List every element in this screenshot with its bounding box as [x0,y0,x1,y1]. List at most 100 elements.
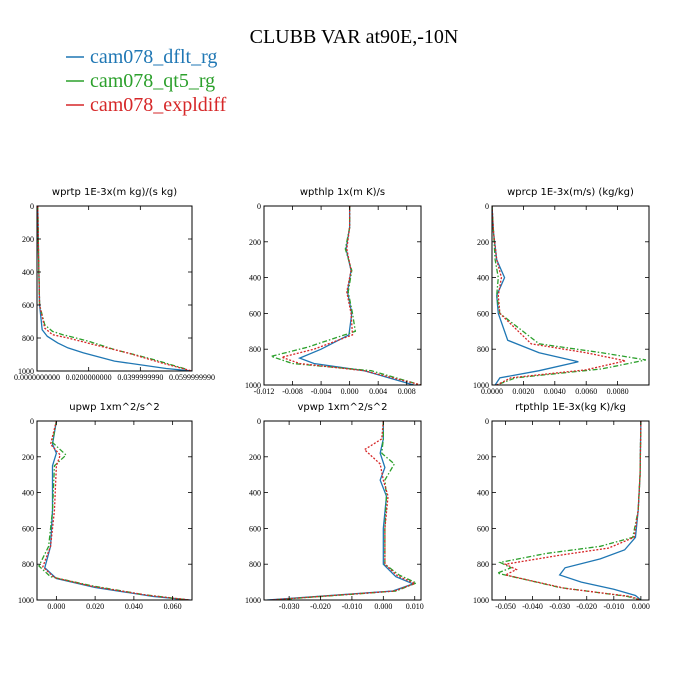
y-tick-label: 600 [249,309,261,318]
y-tick-label: 200 [22,453,34,462]
panel: vpwp 1xm^2/s^2 0 200 400 600 800 1000 -0.030 -0.… [245,402,424,611]
x-tick-label: 0.0040 [544,387,566,396]
x-tick-label: 0.040 [125,602,143,611]
x-tick-label: 0.0599999990 [169,373,215,382]
y-tick-label: 200 [22,235,34,244]
y-tick-label: 1000 [473,381,489,390]
panel-title: vpwp 1xm^2/s^2 [297,402,387,413]
y-tick-label: 600 [249,524,261,533]
x-tick-label: -0.012 [254,387,275,396]
legend-entry: cam078_qt5_rg [90,70,215,92]
y-tick-label: 0 [257,202,261,211]
panel-title: wprtp 1E-3x(m kg)/(s kg) [52,187,177,198]
y-tick-label: 800 [22,560,34,569]
y-tick-label: 800 [477,345,489,354]
figure-title: CLUBB VAR at90E,-10N [250,26,459,48]
x-tick-label: 0.020 [86,602,104,611]
x-tick-label: 0.0000000000 [14,373,60,382]
x-tick-label: -0.050 [495,602,516,611]
legend: cam078_dflt_rgcam078_qt5_rgcam078_expldi… [66,46,227,116]
plot-frame [36,205,193,372]
x-tick-label: 0.060 [164,602,182,611]
series-line [37,206,192,371]
series-line [492,206,626,385]
y-tick-label: 0 [30,202,34,211]
panel: upwp 1xm^2/s^2 0 200 400 600 800 1000 0.000 0.02… [18,402,193,611]
y-tick-label: 200 [477,453,489,462]
x-tick-label: 0.000 [341,387,359,396]
series-line [297,206,415,385]
y-tick-label: 400 [477,489,489,498]
x-tick-label: 0.0399999990 [117,373,163,382]
y-tick-label: 200 [477,238,489,247]
y-tick-label: 0 [485,417,489,426]
plot-frame [263,205,422,386]
x-tick-label: -0.010 [342,602,363,611]
series-line [558,421,642,600]
y-tick-label: 0 [257,417,261,426]
y-tick-label: 1000 [473,596,489,605]
series-line [42,421,191,600]
x-tick-label: 0.0080 [607,387,629,396]
series-line [268,206,421,385]
y-tick-label: 800 [249,560,261,569]
y-tick-label: 1000 [245,596,261,605]
series-line [267,421,415,600]
plot-frame [263,420,422,601]
y-tick-label: 0 [30,417,34,426]
y-tick-label: 400 [249,489,261,498]
series-line [492,206,646,385]
panel-title: wprcp 1E-3x(m/s) (kg/kg) [507,187,634,198]
y-tick-label: 200 [249,453,261,462]
series-line [37,206,192,371]
x-tick-label: -0.004 [311,387,332,396]
x-tick-label: -0.020 [576,602,597,611]
x-tick-label: 0.0060 [575,387,597,396]
series-line [38,421,189,600]
plot-frame [491,420,650,601]
series-line [503,421,642,600]
series-line [44,421,191,600]
y-tick-label: 400 [249,274,261,283]
y-tick-label: 600 [22,301,34,310]
legend-entry: cam078_expldiff [90,94,227,116]
x-tick-label: -0.008 [282,387,303,396]
y-tick-label: 1000 [18,367,34,376]
y-tick-label: 400 [477,274,489,283]
series-line [279,206,421,385]
y-tick-label: 800 [249,345,261,354]
panel: wpthlp 1x(m K)/s02004006008001000-0.012-… [245,187,422,396]
series-line [495,421,642,600]
y-tick-label: 400 [22,268,34,277]
x-tick-label: 0.0000 [481,387,503,396]
panel: rtpthlp 1E-3x(kg K)/kg02004006008001000-… [473,402,650,611]
series-line [492,206,579,385]
y-tick-label: 200 [249,238,261,247]
y-tick-label: 600 [477,309,489,318]
panel-title: upwp 1xm^2/s^2 [69,402,159,413]
x-tick-label: -0.030 [549,602,570,611]
panel: wprtp 1E-3x(m kg)/(s kg) 0 200 400 600 800 100… [14,187,215,382]
x-tick-label: -0.010 [603,602,624,611]
x-tick-label: -0.030 [279,602,300,611]
y-tick-label: 800 [22,334,34,343]
y-tick-label: 600 [22,524,34,533]
x-tick-label: 0.000 [47,602,65,611]
y-tick-label: 1000 [245,381,261,390]
panels: wprtp 1E-3x(m kg)/(s kg) 0 200 400 600 800 100… [14,187,650,611]
x-tick-label: 0.000 [374,602,392,611]
x-tick-label: 0.008 [398,387,416,396]
x-tick-label: 0.0200000000 [66,373,112,382]
x-tick-label: 0.000 [632,602,650,611]
x-tick-label: 0.004 [369,387,387,396]
plot-frame [491,205,650,386]
x-tick-label: -0.040 [522,602,543,611]
x-tick-label: -0.020 [310,602,331,611]
y-tick-label: 1000 [18,596,34,605]
legend-entry: cam078_dflt_rg [90,46,217,68]
x-tick-label: 0.010 [406,602,424,611]
y-tick-label: 800 [477,560,489,569]
panel-title: wpthlp 1x(m K)/s [300,187,385,198]
x-tick-label: 0.0020 [512,387,534,396]
